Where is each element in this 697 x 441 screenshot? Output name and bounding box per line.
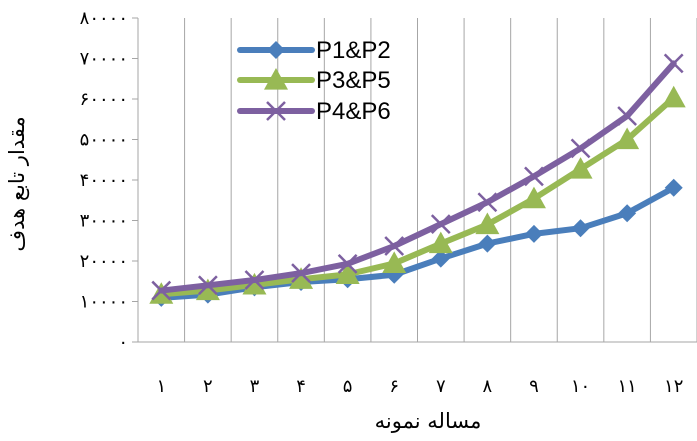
data-point-triangle bbox=[382, 251, 407, 274]
legend-label: P4&P6 bbox=[316, 98, 391, 125]
data-point-x-stroke bbox=[266, 101, 286, 121]
data-point-x bbox=[266, 101, 286, 121]
tick-labels: ۰ ۱۰۰۰۰ ۲۰۰۰۰ ۳۰۰۰۰ ۴۰۰۰۰ ۵۰۰۰۰ ۶۰۰۰۰ ۷۰۰۰۰ ۸۰۰۰… bbox=[80, 8, 684, 397]
y-tick-label: ۸۰۰۰۰ bbox=[80, 8, 128, 29]
data-point-x-stroke bbox=[617, 106, 638, 126]
data-point-diamond bbox=[431, 249, 450, 268]
x-tick-label: ۹ bbox=[529, 376, 539, 397]
data-point-x bbox=[384, 236, 405, 256]
data-point-triangle bbox=[264, 68, 288, 90]
data-point-triangle bbox=[428, 231, 453, 254]
x-tick-label: ۱۲ bbox=[664, 376, 683, 397]
legend-label: P3&P5 bbox=[316, 67, 391, 94]
y-tick-label: ۷۰۰۰۰ bbox=[80, 49, 128, 70]
data-point-x-stroke bbox=[570, 138, 591, 159]
data-point-x-stroke bbox=[384, 236, 405, 256]
data-point-x-stroke bbox=[663, 53, 684, 74]
legend: P1&P2 P3&P5 P4&P6 bbox=[237, 37, 391, 125]
data-point-x bbox=[337, 253, 358, 274]
data-point-diamond bbox=[571, 219, 590, 238]
y-tick-label: ۳۰۰۰۰ bbox=[80, 211, 128, 232]
data-point-diamond bbox=[267, 41, 285, 59]
y-tick-label: ۱۰۰۰۰ bbox=[80, 292, 128, 313]
data-point-x bbox=[430, 214, 451, 235]
data-point-x-stroke bbox=[291, 263, 311, 284]
data-point-x bbox=[570, 138, 591, 159]
data-point-x bbox=[197, 275, 218, 296]
data-point-triangle bbox=[568, 157, 593, 179]
x-tick-label: ۶ bbox=[389, 376, 399, 397]
series-group bbox=[149, 53, 686, 307]
y-axis-title: مقدار تابع هدف bbox=[5, 116, 29, 251]
data-point-triangle bbox=[661, 85, 686, 108]
data-point-triangle bbox=[335, 262, 360, 284]
series-line bbox=[158, 94, 677, 298]
legend-item: P1&P2 bbox=[237, 37, 391, 64]
y-tick-label: ۲۰۰۰۰ bbox=[80, 251, 128, 272]
data-point-x bbox=[244, 270, 265, 290]
y-tick-label: ۴۰۰۰۰ bbox=[80, 170, 128, 191]
data-point-x-stroke bbox=[337, 253, 358, 274]
x-axis-title: مساله نمونه bbox=[375, 409, 482, 433]
data-point-x bbox=[524, 166, 544, 187]
x-tick-label: ۱ bbox=[156, 376, 166, 397]
x-tick-label: ۳ bbox=[250, 376, 260, 397]
data-point-triangle bbox=[195, 278, 220, 301]
data-point-x-stroke bbox=[477, 192, 498, 213]
data-point-triangle bbox=[521, 186, 546, 209]
data-point-x bbox=[151, 280, 172, 301]
x-tick-label: ۱۱ bbox=[617, 376, 636, 397]
data-point-x bbox=[477, 192, 498, 213]
data-point-triangle bbox=[475, 212, 500, 235]
series-line bbox=[158, 60, 677, 294]
grid-lines bbox=[137, 18, 697, 342]
data-point-x-stroke bbox=[244, 270, 265, 290]
data-point-diamond bbox=[524, 224, 543, 243]
x-tick-label: ۲ bbox=[203, 376, 213, 397]
series-p4-p6 bbox=[151, 53, 684, 301]
data-point-x bbox=[663, 53, 684, 74]
data-point-x-stroke bbox=[524, 166, 544, 187]
axes bbox=[132, 17, 697, 343]
x-tick-label: ۱۰ bbox=[571, 376, 590, 397]
legend-label: P1&P2 bbox=[316, 37, 391, 64]
x-tick-label: ۸ bbox=[483, 376, 493, 397]
legend-item: P4&P6 bbox=[237, 98, 391, 125]
x-tick-label: ۷ bbox=[436, 376, 446, 397]
data-point-x bbox=[617, 106, 638, 126]
data-point-x-stroke bbox=[151, 280, 172, 301]
data-point-x bbox=[291, 263, 311, 284]
y-tick-label: ۶۰۰۰۰ bbox=[80, 89, 128, 110]
data-point-x-stroke bbox=[430, 214, 451, 235]
x-tick-label: ۴ bbox=[296, 376, 306, 397]
series-p3-p5 bbox=[149, 85, 686, 304]
legend-item: P3&P5 bbox=[237, 67, 391, 94]
x-tick-label: ۵ bbox=[343, 376, 353, 397]
data-point-diamond bbox=[664, 178, 683, 197]
data-point-x-stroke bbox=[197, 275, 218, 296]
data-point-diamond bbox=[618, 204, 637, 223]
y-tick-label: ۵۰۰۰۰ bbox=[80, 130, 128, 151]
data-point-triangle bbox=[289, 267, 314, 289]
y-tick-label: ۰ bbox=[118, 332, 128, 353]
data-point-triangle bbox=[615, 127, 640, 150]
data-point-triangle bbox=[242, 272, 267, 295]
data-point-diamond bbox=[478, 234, 497, 253]
